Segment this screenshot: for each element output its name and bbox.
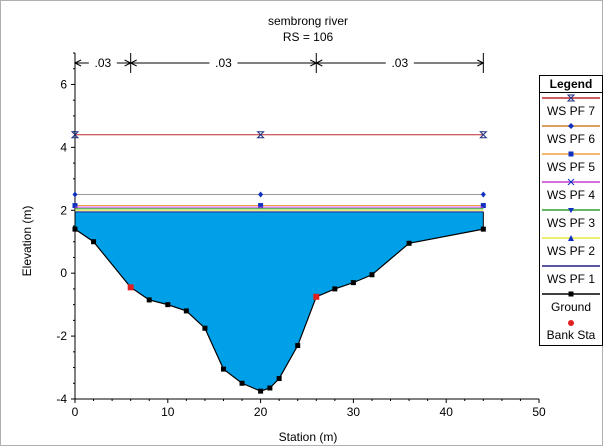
ws-marker xyxy=(480,191,486,198)
legend-symbol xyxy=(568,320,574,326)
ws-marker xyxy=(479,131,488,139)
ws-marker xyxy=(258,191,264,198)
legend-title: Legend xyxy=(540,76,602,93)
ground-point xyxy=(72,226,78,232)
legend-label: Ground xyxy=(550,300,592,314)
ws-marker xyxy=(72,203,78,209)
legend-item: Ground xyxy=(540,289,602,317)
mannings-n-bar: .03 .03 .03 xyxy=(73,53,485,73)
legend: Legend WS PF 7 WS PF 6 WS PF 5 WS PF 4 WS PF… xyxy=(539,75,603,346)
legend-item: WS PF 3 xyxy=(540,205,602,233)
legend-label: WS PF 7 xyxy=(546,104,595,118)
n-label-bg xyxy=(88,56,117,70)
n-label: .03 xyxy=(391,56,408,70)
legend-item: WS PF 4 xyxy=(540,177,602,205)
ws-marker xyxy=(70,131,80,139)
legend-item: WS PF 2 xyxy=(540,233,602,261)
ground-point xyxy=(239,380,245,386)
y-axis-label: Elevation (m) xyxy=(20,206,34,277)
water-surface-lines xyxy=(70,131,488,230)
legend-label: Bank Sta xyxy=(546,328,596,342)
legend-label: WS PF 4 xyxy=(546,188,595,202)
legend-marker xyxy=(568,235,574,241)
y-tick-label: 4 xyxy=(60,140,67,154)
legend-symbol xyxy=(542,151,600,157)
legend-symbol xyxy=(542,235,600,241)
legend-item: WS PF 5 xyxy=(540,149,602,177)
legend-label: WS PF 1 xyxy=(546,272,595,286)
chart-title: sembrong river xyxy=(268,14,348,28)
legend-marker xyxy=(568,291,574,297)
legend-marker xyxy=(568,320,574,326)
legend-item: WS PF 7 xyxy=(540,93,602,121)
ws-marker xyxy=(256,131,265,139)
y-tick-label: 2 xyxy=(60,203,67,217)
ground-point xyxy=(350,280,356,286)
legend-symbol xyxy=(542,265,600,267)
ground-point xyxy=(258,388,264,394)
legend-symbol xyxy=(542,123,600,129)
bank-station xyxy=(127,284,134,291)
y-tick-label: 0 xyxy=(60,266,67,280)
axes: 0 10 20 30 40 50 -4 -2 0 2 4 6 xyxy=(56,52,546,419)
ws-marker xyxy=(258,203,264,209)
x-tick-label: 20 xyxy=(254,405,268,419)
ground-point xyxy=(480,226,486,232)
water-fill xyxy=(75,211,484,392)
chart-subtitle: RS = 106 xyxy=(283,30,334,44)
ground-point xyxy=(332,286,338,292)
n-label: .03 xyxy=(94,56,111,70)
ground-profile xyxy=(72,226,486,394)
legend-marker xyxy=(568,123,574,129)
ground-point xyxy=(146,297,152,303)
ground-point xyxy=(295,343,301,349)
legend-label: WS PF 3 xyxy=(546,216,595,230)
ground-point xyxy=(183,308,189,314)
legend-marker xyxy=(568,208,574,213)
legend-label: WS PF 5 xyxy=(546,160,595,174)
legend-item: Bank Sta xyxy=(540,317,602,345)
ground-point xyxy=(220,366,226,372)
bank-station xyxy=(313,293,320,300)
legend-label: WS PF 2 xyxy=(546,244,595,258)
legend-marker xyxy=(567,178,575,186)
legend-items: WS PF 7 WS PF 6 WS PF 5 WS PF 4 WS PF 3 WS PF… xyxy=(540,93,602,345)
legend-symbol xyxy=(542,178,600,186)
legend-item: WS PF 6 xyxy=(540,121,602,149)
n-label: .03 xyxy=(215,56,232,70)
y-tick-label: -2 xyxy=(56,329,67,343)
legend-symbol xyxy=(542,208,600,213)
water-area xyxy=(75,211,484,392)
legend-label: WS PF 6 xyxy=(546,132,595,146)
x-tick-label: 10 xyxy=(161,405,175,419)
legend-symbol xyxy=(542,94,600,102)
ground-point xyxy=(165,302,171,308)
legend-item: WS PF 1 xyxy=(540,261,602,289)
n-label-bg xyxy=(209,56,238,70)
x-tick-label: 40 xyxy=(440,405,454,419)
ground-point xyxy=(406,240,412,246)
y-tick-label: 6 xyxy=(60,77,67,91)
y-tick-label: -4 xyxy=(56,392,67,406)
x-tick-label: 50 xyxy=(532,405,546,419)
n-label-bg xyxy=(385,56,414,70)
ground-point xyxy=(369,272,375,278)
ground-point xyxy=(91,239,97,245)
legend-marker xyxy=(568,151,574,157)
ground-point xyxy=(267,385,273,391)
ground-point xyxy=(202,325,208,331)
x-tick-label: 0 xyxy=(72,405,79,419)
ws-marker xyxy=(480,203,486,209)
legend-symbol xyxy=(542,291,600,297)
ground-point xyxy=(276,376,282,382)
legend-marker xyxy=(566,94,576,102)
x-axis-label: Station (m) xyxy=(279,430,338,444)
ws-marker xyxy=(72,191,78,198)
x-tick-label: 30 xyxy=(347,405,361,419)
